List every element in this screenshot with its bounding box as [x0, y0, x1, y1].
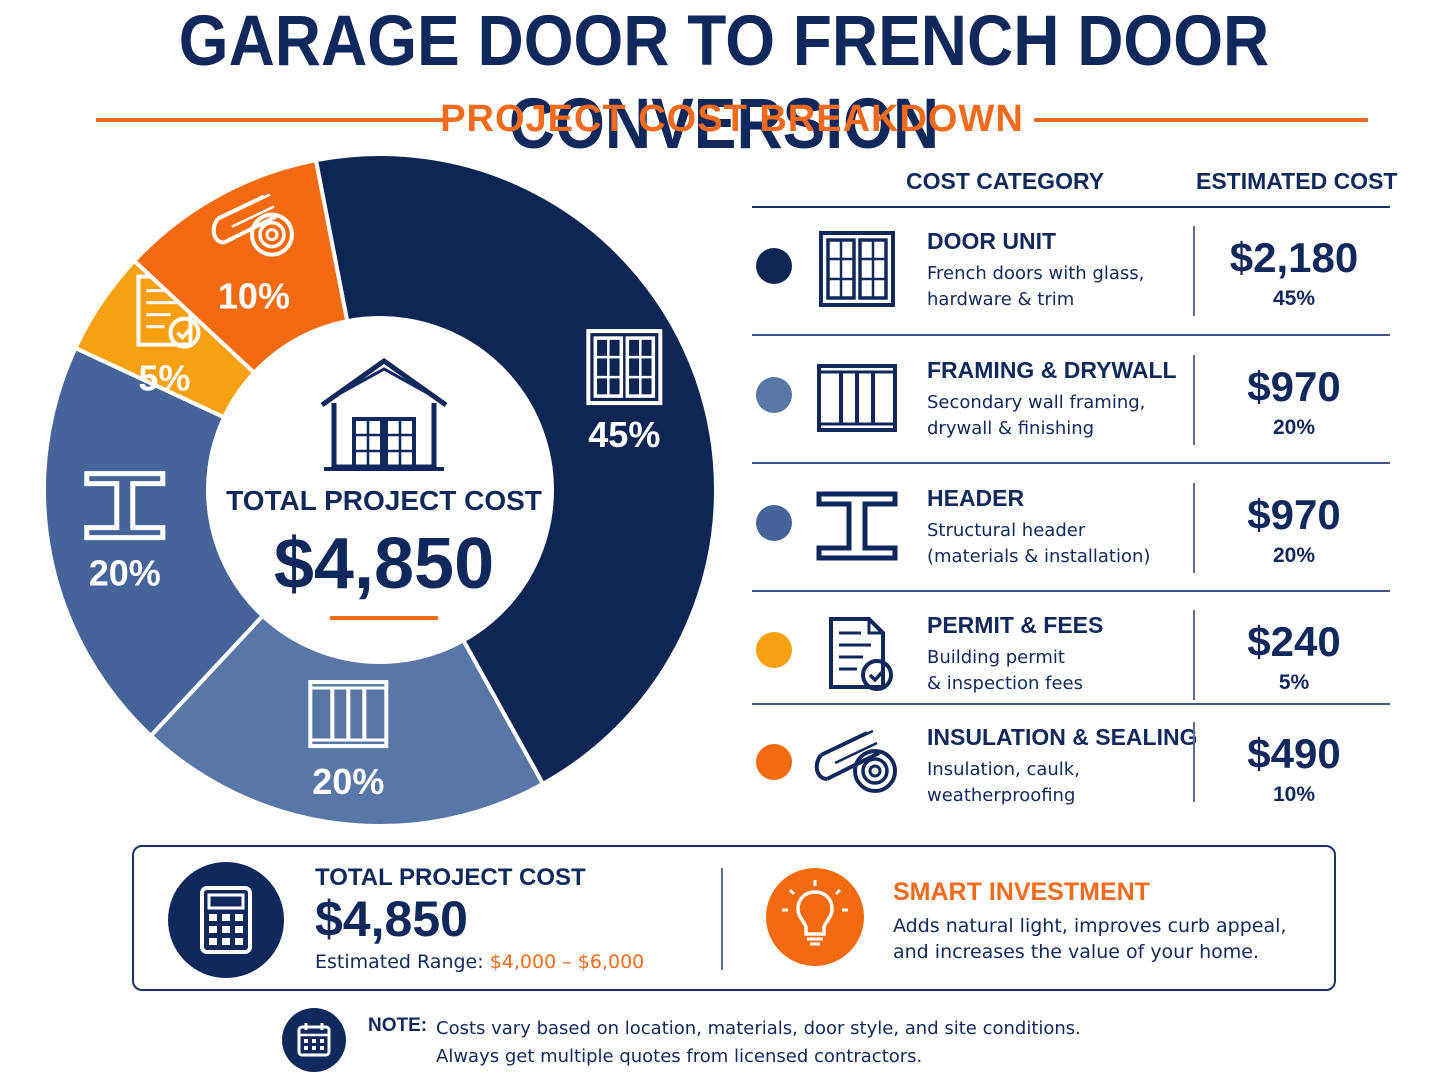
legend-dot — [756, 632, 792, 668]
row-description: Building permit & inspection fees — [927, 645, 1177, 697]
french-door-icon — [819, 231, 895, 307]
row-desc-line-1: Building permit — [927, 647, 1065, 668]
legend-dot — [756, 744, 792, 780]
row-desc-line-2: (materials & installation) — [927, 546, 1151, 567]
calendar-icon — [282, 1008, 346, 1072]
table-header-rule — [752, 206, 1390, 208]
note-line-1: Costs vary based on location, materials,… — [436, 1018, 1081, 1039]
row-cost: $970 — [1247, 491, 1341, 538]
legend-dot — [756, 377, 792, 413]
row-divider — [1193, 226, 1195, 316]
row-separator — [752, 334, 1390, 336]
row-percent: 20% — [1272, 544, 1316, 567]
row-cost: $240 — [1247, 618, 1341, 665]
slice-insulation-sealing — [131, 157, 350, 376]
permit-document-icon — [829, 617, 893, 691]
row-category-name: FRAMING & DRYWALL — [927, 357, 1177, 383]
row-cost: $970 — [1247, 363, 1341, 410]
center-label: TOTAL PROJECT COST — [226, 485, 542, 516]
smart-investment-desc: Adds natural light, improves curb appeal… — [893, 915, 1287, 963]
row-divider — [1193, 483, 1195, 573]
row-separator — [752, 703, 1390, 705]
row-separator — [752, 590, 1390, 592]
row-cost: $490 — [1247, 730, 1341, 777]
row-desc-line-2: drywall & finishing — [927, 418, 1095, 439]
subtitle-rule-right — [1034, 118, 1368, 122]
summary-label: TOTAL PROJECT COST — [315, 864, 586, 891]
row-category-name: DOOR UNIT — [927, 228, 1057, 254]
slice-pct-label: 20% — [89, 553, 161, 594]
row-desc-line-1: Insulation, caulk, — [927, 759, 1080, 780]
legend-dot — [756, 248, 792, 284]
row-desc-line-1: Secondary wall framing, — [927, 392, 1146, 413]
subtitle-row: PROJECT COST BREAKDOWN — [96, 98, 1368, 142]
row-description: Structural header (materials & installat… — [927, 518, 1177, 570]
note-line-2: Always get multiple quotes from licensed… — [436, 1046, 923, 1067]
row-desc-line-1: French doors with glass, — [927, 263, 1145, 284]
slice-pct-label: 20% — [312, 761, 384, 802]
i-beam-icon — [814, 483, 900, 569]
lightbulb-icon — [766, 868, 864, 966]
row-cost: $2,180 — [1229, 234, 1359, 281]
row-percent: 10% — [1272, 783, 1316, 806]
row-description: Insulation, caulk, weatherproofing — [927, 757, 1177, 809]
summary-value: $4,850 — [315, 891, 468, 947]
slice-pct-label: 5% — [138, 358, 190, 399]
row-divider — [1193, 722, 1195, 802]
row-desc-line-2: weatherproofing — [927, 785, 1076, 806]
row-percent: 45% — [1272, 287, 1316, 310]
row-description: Secondary wall framing, drywall & finish… — [927, 390, 1177, 442]
note-text: Costs vary based on location, materials,… — [436, 1015, 1136, 1071]
col-header-category: COST CATEGORY — [906, 168, 1105, 194]
center-value: $4,850 — [274, 524, 494, 604]
row-description: French doors with glass, hardware & trim — [927, 261, 1177, 313]
wall-framing-icon — [817, 364, 897, 432]
page-subtitle: PROJECT COST BREAKDOWN — [440, 98, 1024, 140]
legend-dot — [756, 505, 792, 541]
row-divider — [1193, 610, 1195, 700]
row-percent: 5% — [1278, 671, 1310, 694]
summary-range: Estimated Range: $4,000 – $6,000 — [315, 951, 644, 973]
row-divider — [1193, 355, 1195, 445]
donut-chart: 45% 20% 20% 5% 10% TOTAL PROJECT COST $4,850 — [42, 152, 718, 828]
subtitle-rule-left — [96, 118, 452, 122]
page-title: GARAGE DOOR TO FRENCH DOOR CONVERSION — [178, 0, 1270, 164]
row-desc-line-1: Structural header — [927, 520, 1086, 541]
summary-divider — [721, 868, 723, 970]
smart-investment-title: SMART INVESTMENT — [893, 878, 1150, 906]
row-percent: 20% — [1272, 416, 1316, 439]
calculator-icon — [168, 862, 284, 978]
summary-box — [132, 845, 1336, 991]
row-desc-line-2: hardware & trim — [927, 289, 1075, 310]
slice-pct-label: 45% — [588, 414, 660, 455]
row-separator — [752, 462, 1390, 464]
slice-pct-label: 10% — [218, 276, 290, 317]
range-value: $4,000 – $6,000 — [489, 951, 645, 973]
insulation-roll-icon — [814, 729, 897, 793]
note-label: NOTE: — [368, 1015, 428, 1036]
row-desc-line-2: & inspection fees — [927, 673, 1084, 694]
donut-center — [208, 318, 552, 662]
range-label: Estimated Range: — [315, 951, 484, 973]
slice-door-unit — [313, 152, 718, 787]
row-category-name: HEADER — [927, 485, 1025, 511]
row-category-name: PERMIT & FEES — [927, 612, 1104, 638]
slice-header — [42, 345, 266, 739]
row-category-name: INSULATION & SEALING — [927, 724, 1198, 750]
col-header-cost: ESTIMATED COST — [1196, 168, 1398, 194]
